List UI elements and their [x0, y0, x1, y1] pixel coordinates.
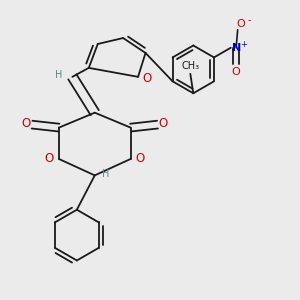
Text: +: + [241, 40, 248, 49]
Text: O: O [22, 117, 31, 130]
Text: O: O [236, 19, 245, 29]
Text: O: O [45, 152, 54, 166]
Text: O: O [159, 117, 168, 130]
Text: H: H [101, 169, 109, 179]
Text: -: - [247, 15, 251, 25]
Text: N: N [232, 43, 241, 53]
Text: CH₃: CH₃ [181, 61, 200, 71]
Text: O: O [232, 67, 241, 76]
Text: O: O [136, 152, 145, 166]
Text: H: H [55, 70, 63, 80]
Text: O: O [142, 72, 152, 85]
